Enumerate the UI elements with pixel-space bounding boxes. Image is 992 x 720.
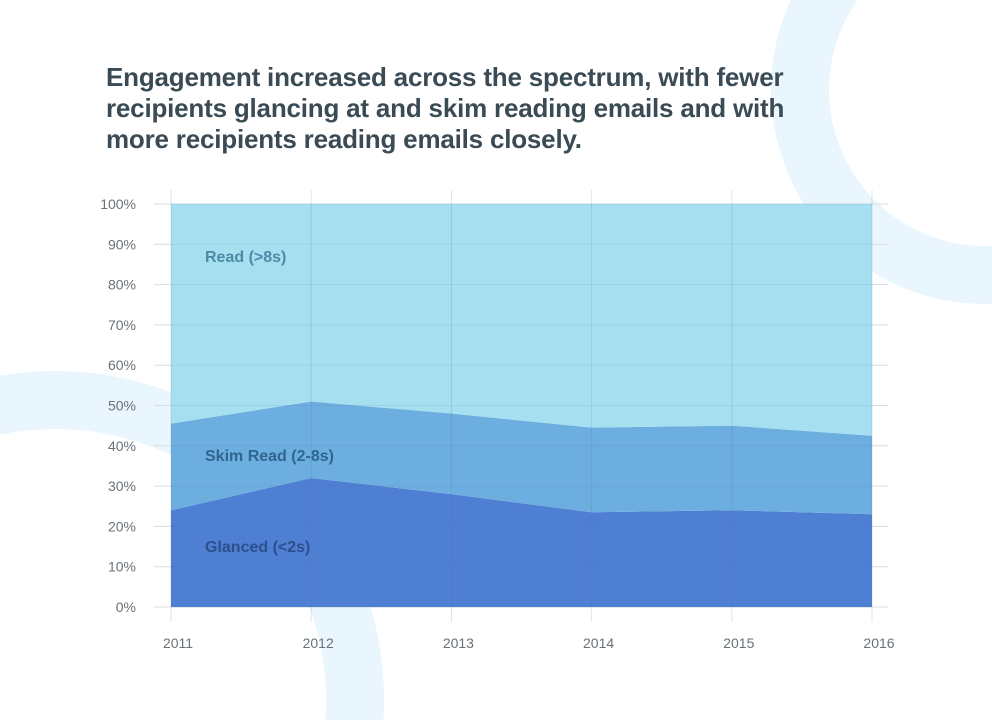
area-glanced-2s bbox=[171, 478, 872, 607]
series-label-skim-read-2-8s: Skim Read (2-8s) bbox=[205, 448, 334, 465]
y-tick-label: 0% bbox=[116, 599, 136, 615]
x-tick-label: 2012 bbox=[303, 635, 334, 651]
y-tick-label: 80% bbox=[108, 277, 136, 293]
x-tick-label: 2014 bbox=[583, 635, 614, 651]
y-axis: 0% 10% 20% 30% 40% 50% 60% 70% 80% 90% 100% bbox=[100, 196, 136, 615]
y-tick-label: 20% bbox=[108, 518, 136, 534]
x-tick-label: 2016 bbox=[863, 635, 894, 651]
series-label-read-8s: Read (>8s) bbox=[205, 249, 286, 266]
area-read-8s bbox=[171, 204, 872, 436]
y-tick-label: 100% bbox=[100, 196, 136, 212]
area-skim-read-2-8s bbox=[171, 401, 872, 515]
chart-title: Engagement increased across the spectrum… bbox=[106, 62, 785, 154]
y-tick-label: 30% bbox=[108, 478, 136, 494]
x-tick-label: 2015 bbox=[723, 635, 754, 651]
decorative-ring-top-right bbox=[771, 0, 992, 304]
y-tick-label: 70% bbox=[108, 317, 136, 333]
y-tick-label: 10% bbox=[108, 559, 136, 575]
y-tick-label: 90% bbox=[108, 236, 136, 252]
area-series bbox=[171, 204, 872, 607]
decorative-ring-bottom-left bbox=[0, 371, 384, 720]
y-tick-label: 40% bbox=[108, 438, 136, 454]
series-labels: Glanced (<2s) Skim Read (2-8s) Read (>8s) bbox=[205, 249, 334, 556]
vertical-gridlines bbox=[170, 190, 873, 622]
y-tick-label: 50% bbox=[108, 398, 136, 414]
x-tick-label: 2013 bbox=[443, 635, 474, 651]
series-label-glanced-2s: Glanced (<2s) bbox=[205, 539, 310, 556]
x-tick-label: 2011 bbox=[163, 635, 193, 651]
x-axis: 2011 2012 2013 2014 2015 2016 bbox=[163, 635, 895, 651]
y-tick-label: 60% bbox=[108, 357, 136, 373]
